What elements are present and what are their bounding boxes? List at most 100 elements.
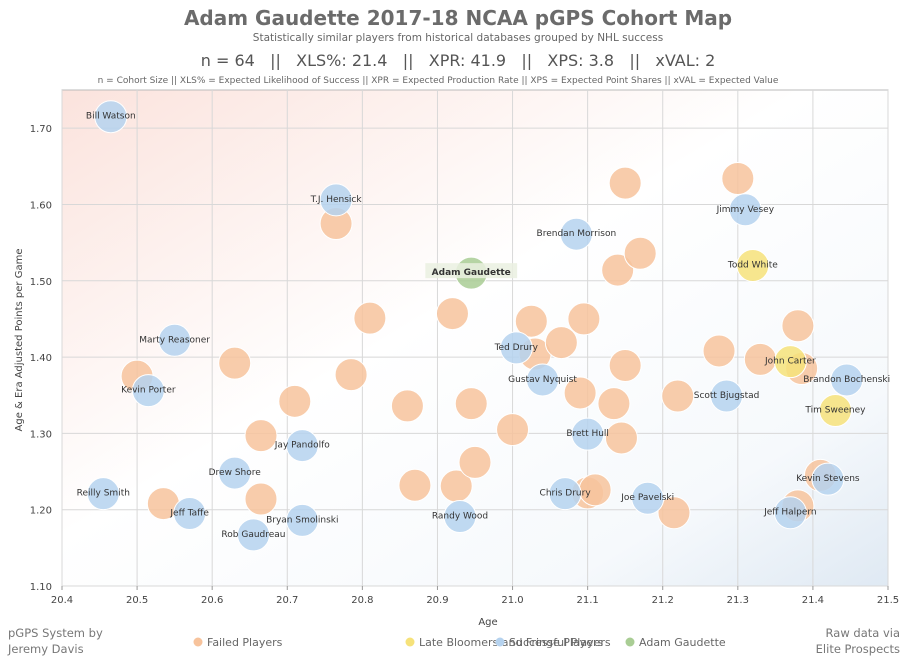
failed-point [721,162,755,196]
success-point [499,331,533,365]
failed-point [563,376,597,410]
failed-point [781,309,815,343]
success-point [811,462,845,496]
failed-point [278,384,312,418]
point-label: Brett Hull [566,429,609,439]
point-label: Jimmy Vesey [716,205,775,215]
y-tick-label: 1.50 [30,277,52,288]
x-tick-label: 21.2 [652,595,674,606]
fringe-point [818,393,852,427]
x-axis-label: Age [478,617,497,628]
success-point [571,417,605,451]
definitions-note: n = Cohort Size || XLS% = Expected Likel… [98,76,779,86]
success-point [236,518,270,552]
failed-point [608,166,642,200]
success-point [94,100,128,134]
chart-subtitle: Statistically similar players from histo… [253,32,663,44]
footer-credit-name: Jeremy Davis [8,642,84,656]
data-points [86,100,864,552]
failed-point [353,301,387,335]
failed-point [390,389,424,423]
footer-source-name: Elite Prospects [815,642,900,656]
legend-label: Adam Gaudette [639,636,726,649]
x-tick-label: 21.4 [802,595,824,606]
point-label: Drew Shore [209,468,262,478]
y-tick-label: 1.30 [30,429,52,440]
success-point [285,503,319,537]
axes: 20.4 20.5 20.6 20.7 20.8 20.9 21.0 21.1 21.2 21.3… [30,124,899,606]
legend-swatch [193,637,203,647]
y-tick-label: 1.70 [30,124,52,135]
footer-source-line: Raw data via [825,626,900,640]
success-point [173,497,207,531]
success-point [158,323,192,357]
legend-swatch [625,637,635,647]
footer-credit-right: Raw data via Elite Prospects [816,625,900,657]
fringe-point [773,345,807,379]
footer-credit-line: pGPS System by [8,626,103,640]
legend: Failed Players Late Bloomers and Fringe P… [193,636,726,649]
y-tick-label: 1.60 [30,200,52,211]
point-label: Joe Pavelski [620,493,674,503]
point-labels: Todd White John Carter Tim Sweeney Bill Wat… [77,112,890,540]
failed-point [657,496,691,530]
failed-point [623,236,657,270]
point-label: T.J. Hensick [310,195,363,205]
x-tick-label: 21.5 [877,595,899,606]
point-label: Randy Wood [432,512,488,522]
success-point [830,363,864,397]
x-tick-label: 20.6 [201,595,223,606]
failed-point [702,334,736,368]
success-point [526,363,560,397]
failed-point [544,326,578,360]
subject-label-bg [425,263,518,279]
point-label: Marty Reasoner [139,335,210,345]
failed-point [567,302,601,336]
point-label: Kevin Porter [121,386,176,396]
x-tick-label: 21.3 [727,595,749,606]
success-point [631,481,665,515]
point-label: Tim Sweeney [804,405,866,415]
point-label: Scott Bjugstad [694,391,760,401]
point-label: Ted Drury [494,343,539,353]
success-point [559,217,593,251]
success-point [86,477,120,511]
failed-point [608,348,642,382]
fringe-point [736,249,770,283]
failed-point [398,468,432,502]
x-tick-label: 20.8 [351,595,373,606]
failed-point [496,413,530,447]
x-tick-label: 20.4 [51,595,73,606]
point-label: Brandon Bochenski [803,375,890,385]
success-point [285,429,319,463]
x-tick-label: 20.5 [126,595,148,606]
failed-point [454,387,488,421]
failed-point [244,482,278,516]
success-point [710,379,744,413]
success-point [548,477,582,511]
point-label: Adam Gaudette [432,268,511,278]
x-tick-label: 20.9 [426,595,448,606]
success-point [773,496,807,530]
point-label: Todd White [727,261,778,271]
chart-title: Adam Gaudette 2017-18 NCAA pGPS Cohort M… [184,6,732,30]
x-tick-label: 20.7 [276,595,298,606]
failed-point [218,346,252,380]
legend-label: Successful Players [509,636,611,649]
failed-point [601,253,635,287]
point-label: Reilly Smith [77,489,130,499]
point-label: Chris Drury [540,489,592,499]
point-label: Gustav Nyquist [508,375,577,385]
failed-point [597,387,631,421]
footer-credit-left: pGPS System by Jeremy Davis [8,625,103,657]
summary-stats: n = 64 || XLS%: 21.4 || XPR: 41.9 || XPS… [201,51,716,70]
point-label: Bill Watson [86,112,136,122]
y-tick-label: 1.10 [30,582,52,593]
point-label: John Carter [764,357,816,367]
y-axis-label: Age & Era Adjusted Points per Game [14,249,25,432]
failed-point [514,304,548,338]
point-label: Kevin Stevens [796,474,860,484]
x-tick-label: 21.1 [577,595,599,606]
point-label: Bryan Smolinski [266,515,338,525]
